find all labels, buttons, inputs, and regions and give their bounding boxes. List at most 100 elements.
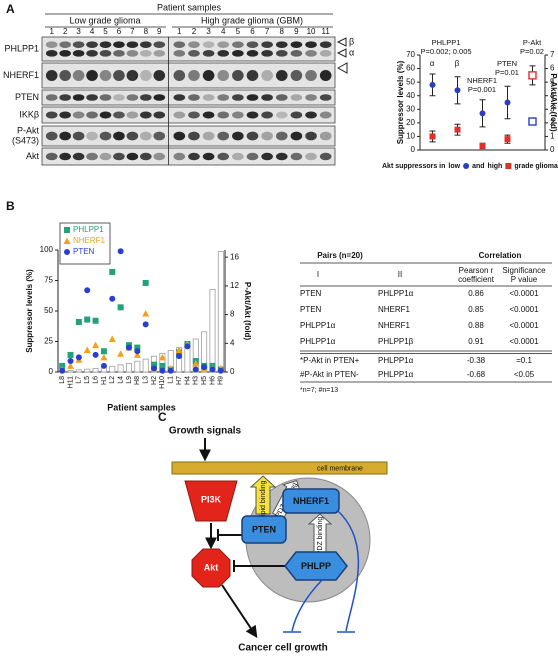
blot-band	[188, 131, 200, 141]
blot-band	[45, 94, 58, 101]
band-marker	[336, 62, 348, 74]
blot-band	[202, 70, 215, 81]
annotation: P=0.002; 0.005	[420, 47, 471, 56]
data-point	[134, 344, 141, 351]
y2-tick-label: 3	[550, 104, 555, 113]
table-cell: -0.38	[467, 356, 486, 365]
bar	[209, 289, 216, 373]
annotation: P-Akt	[523, 38, 542, 47]
y-tick-label: 60	[406, 64, 415, 73]
data-point	[454, 87, 461, 94]
data-point	[504, 99, 511, 106]
data-point	[159, 362, 166, 369]
blot-band	[305, 41, 317, 49]
data-point	[100, 362, 107, 369]
node-label: PTEN	[252, 524, 276, 534]
x-tick-label: L7	[76, 376, 83, 384]
panel-label: A	[6, 2, 15, 16]
lane-number: 9	[294, 27, 299, 36]
data-point	[175, 346, 183, 354]
data-point	[117, 248, 124, 255]
bar	[201, 331, 208, 373]
blot-band	[173, 70, 186, 81]
blot-band	[319, 70, 332, 81]
group-label: High grade glioma (GBM)	[201, 15, 303, 25]
blot-band	[319, 111, 332, 119]
y-tick-label: 25	[44, 337, 53, 346]
table-cell: NHERF1	[378, 305, 411, 314]
x-tick-label: H3	[193, 376, 200, 385]
blot-band	[188, 152, 200, 161]
blot-band	[72, 94, 85, 101]
table-cell: 0.88	[468, 321, 484, 330]
data-point	[84, 287, 91, 294]
data-point	[528, 71, 537, 80]
data-point	[151, 365, 158, 372]
blot-band	[126, 49, 139, 57]
blot-band	[126, 152, 139, 161]
y-tick-label: 40	[406, 91, 415, 100]
table-cell: PTEN	[300, 305, 322, 314]
bar	[84, 368, 91, 373]
pten-node	[241, 515, 287, 544]
table-cell: PHLPP1α	[378, 356, 414, 365]
nherf1-node	[282, 488, 340, 514]
blot-band	[99, 41, 112, 49]
blot-band	[72, 111, 85, 119]
legend-text: high	[488, 163, 503, 170]
blot-band	[113, 152, 125, 161]
panel-label: C	[158, 410, 167, 424]
table-cell: <0.0001	[509, 321, 539, 330]
x-tick-label: L6	[92, 376, 99, 384]
blot-band	[59, 70, 71, 81]
blot-band	[305, 152, 317, 161]
blot-band	[290, 49, 303, 57]
blot-band	[153, 41, 166, 49]
data-point	[75, 318, 82, 325]
table-cell: <0.05	[514, 370, 535, 379]
data-point	[117, 304, 124, 311]
column-head: I	[317, 270, 319, 279]
blot-band	[126, 131, 139, 141]
band-marker	[336, 48, 347, 58]
row-label: PHLPP1	[4, 43, 39, 53]
x-tick-label: L1	[168, 376, 175, 384]
pdz-binding-arrow	[307, 513, 333, 553]
blot-band	[290, 131, 303, 141]
lane-number: 4	[90, 27, 95, 36]
blot-band	[86, 111, 98, 119]
blot-band	[188, 94, 200, 101]
blot-strip	[41, 36, 336, 62]
blot-band	[232, 131, 244, 141]
blot-band	[173, 111, 186, 119]
blot-band	[232, 111, 244, 119]
bar	[67, 370, 74, 373]
blot-band	[59, 111, 71, 119]
bar	[117, 364, 124, 373]
data-point	[109, 295, 116, 302]
table-cell: #P-Akt in PTEN-	[300, 370, 359, 379]
blot-band	[86, 131, 98, 141]
edge-label: PDZ binding	[317, 517, 324, 556]
blot-band	[202, 111, 215, 119]
blot-band	[246, 152, 259, 161]
blot-band	[217, 111, 230, 119]
data-point	[92, 351, 99, 358]
legend-marker	[64, 249, 70, 255]
y2-tick-label: 12	[230, 281, 239, 290]
data-point	[59, 367, 66, 374]
blot-band	[126, 111, 139, 119]
blot-band	[305, 70, 317, 81]
blot-band	[261, 111, 273, 119]
blot-band	[232, 49, 244, 57]
table-footnote: *n=7; #n=13	[300, 387, 338, 394]
row-label: P-Akt	[17, 125, 40, 135]
data-point	[83, 346, 91, 354]
blot-band	[173, 152, 186, 161]
blot-band	[140, 152, 152, 161]
band-label: α	[349, 47, 354, 57]
data-point	[92, 317, 99, 324]
data-point	[109, 268, 116, 275]
blot-band	[305, 49, 317, 57]
table-cell: -0.68	[467, 370, 486, 379]
